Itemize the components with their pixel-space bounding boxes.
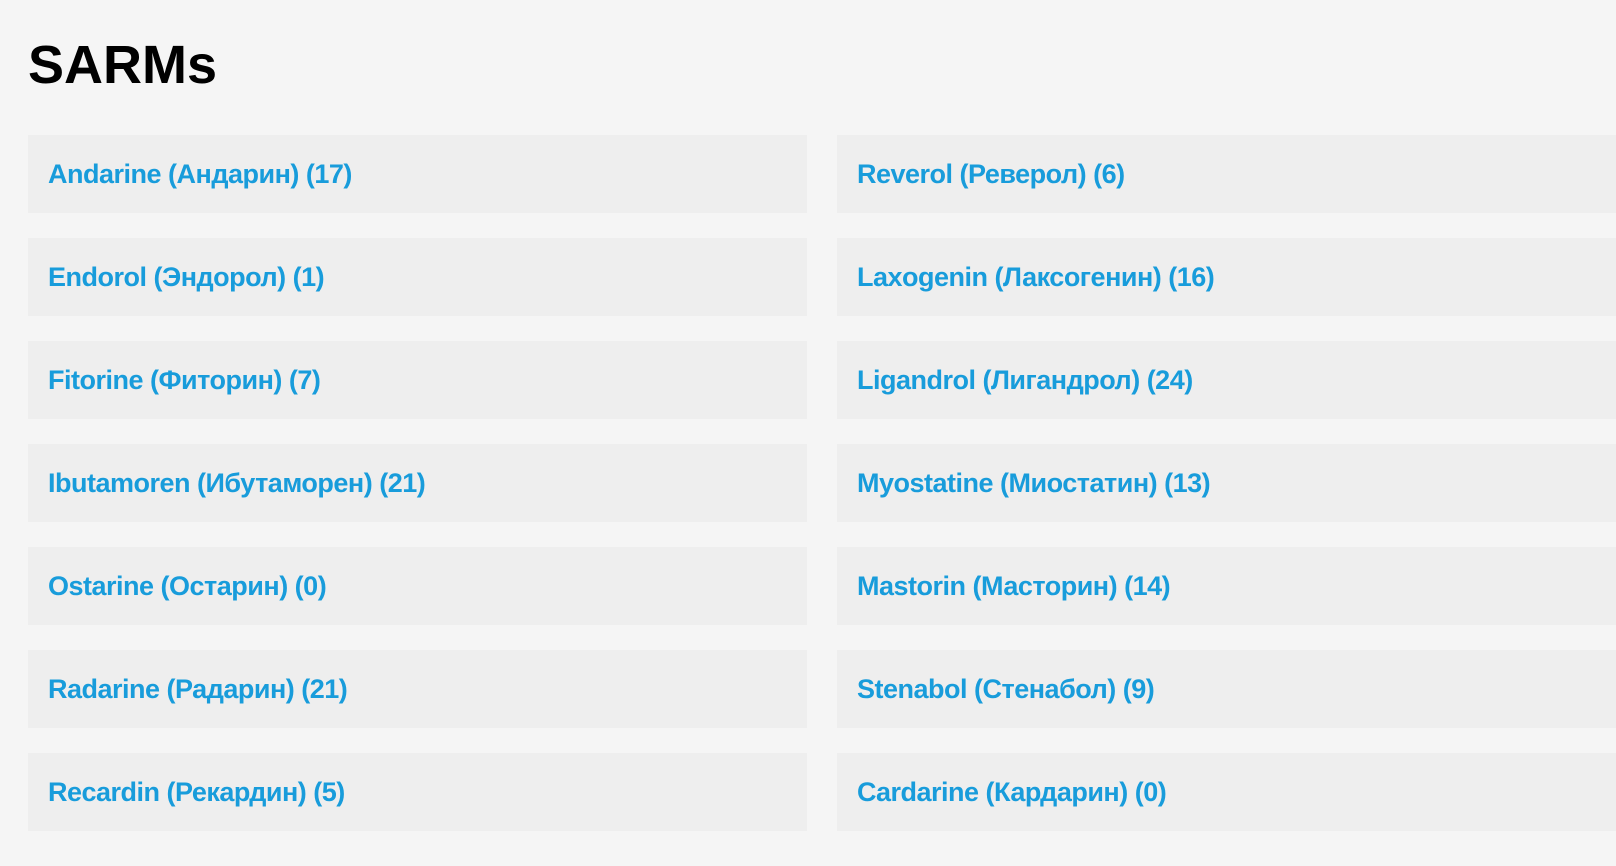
- category-column-left: Andarine (Андарин) (17) Endorol (Эндорол…: [28, 135, 807, 856]
- category-column-right: Reverol (Реверол) (6) Laxogenin (Лаксоге…: [837, 135, 1616, 856]
- category-link[interactable]: Ostarine (Остарин) (0): [48, 570, 327, 601]
- category-row[interactable]: Reverol (Реверол) (6): [837, 135, 1616, 214]
- category-row[interactable]: Fitorine (Фиторин) (7): [28, 341, 807, 420]
- category-row[interactable]: Stenabol (Стенабол) (9): [837, 650, 1616, 729]
- category-row[interactable]: Myostatine (Миостатин) (13): [837, 444, 1616, 523]
- category-link[interactable]: Endorol (Эндорол) (1): [48, 261, 325, 292]
- category-link[interactable]: Laxogenin (Лаксогенин) (16): [857, 261, 1215, 292]
- category-row[interactable]: Ligandrol (Лигандрол) (24): [837, 341, 1616, 420]
- category-row[interactable]: Mastorin (Масторин) (14): [837, 547, 1616, 626]
- category-row[interactable]: Ibutamoren (Ибутаморен) (21): [28, 444, 807, 523]
- category-link[interactable]: Cardarine (Кардарин) (0): [857, 776, 1167, 807]
- category-row[interactable]: Cardarine (Кардарин) (0): [837, 753, 1616, 832]
- category-link[interactable]: Reverol (Реверол) (6): [857, 158, 1125, 189]
- category-link[interactable]: Radarine (Радарин) (21): [48, 673, 348, 704]
- category-row[interactable]: Radarine (Радарин) (21): [28, 650, 807, 729]
- category-link[interactable]: Myostatine (Миостатин) (13): [857, 467, 1211, 498]
- category-link[interactable]: Ibutamoren (Ибутаморен) (21): [48, 467, 426, 498]
- category-link[interactable]: Recardin (Рекардин) (5): [48, 776, 345, 807]
- category-row[interactable]: Andarine (Андарин) (17): [28, 135, 807, 214]
- category-grid: Andarine (Андарин) (17) Endorol (Эндорол…: [28, 135, 1616, 856]
- category-row[interactable]: Recardin (Рекардин) (5): [28, 753, 807, 832]
- category-link[interactable]: Mastorin (Масторин) (14): [857, 570, 1171, 601]
- category-row[interactable]: Laxogenin (Лаксогенин) (16): [837, 238, 1616, 317]
- category-link[interactable]: Stenabol (Стенабол) (9): [857, 673, 1155, 704]
- category-row[interactable]: Ostarine (Остарин) (0): [28, 547, 807, 626]
- category-link[interactable]: Fitorine (Фиторин) (7): [48, 364, 321, 395]
- category-link[interactable]: Ligandrol (Лигандрол) (24): [857, 364, 1193, 395]
- category-link[interactable]: Andarine (Андарин) (17): [48, 158, 352, 189]
- page-title: SARMs: [28, 35, 218, 95]
- category-row[interactable]: Endorol (Эндорол) (1): [28, 238, 807, 317]
